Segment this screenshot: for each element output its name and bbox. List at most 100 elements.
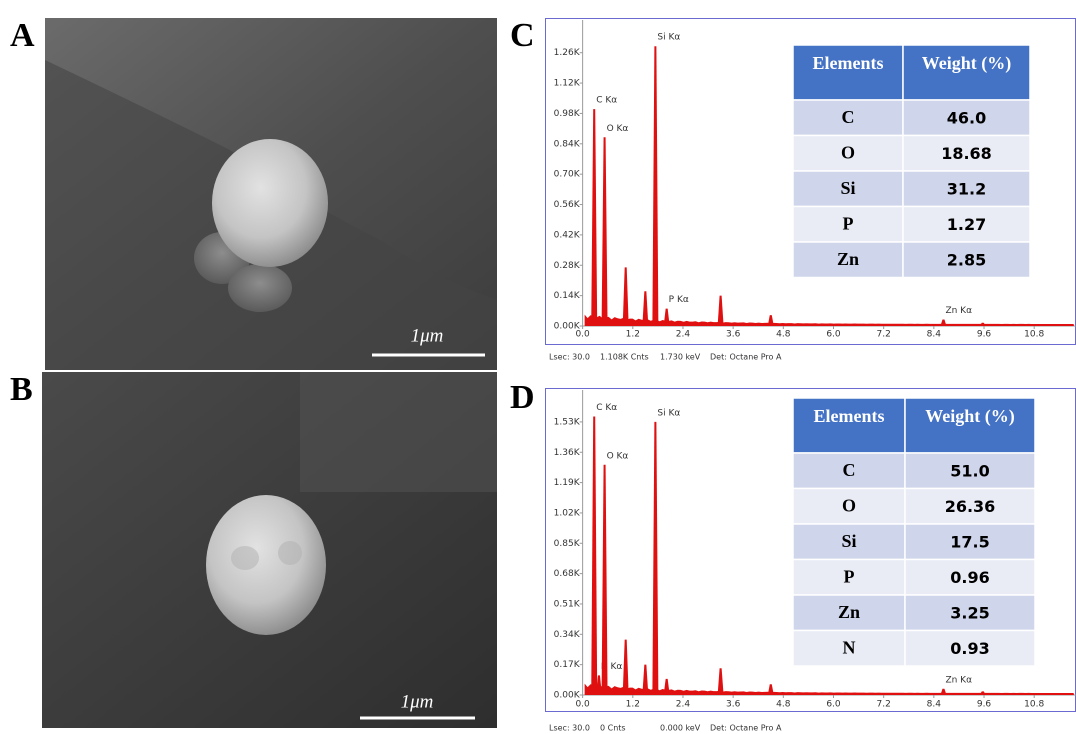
x-tick-label: 1.2: [626, 330, 640, 340]
y-tick-label: 0.56K: [554, 200, 581, 210]
element-name: C: [842, 107, 855, 127]
x-tick-label: 3.6: [726, 330, 741, 340]
footer-text: Det: Octane Pro A: [710, 724, 782, 733]
element-name: O: [842, 495, 856, 515]
table-header: Weight (%): [922, 53, 1012, 74]
panel-label: B: [10, 371, 33, 408]
element-name: O: [841, 142, 855, 162]
peak-label: Zn Kα: [945, 675, 972, 685]
y-tick-label: 1.53K: [554, 417, 581, 427]
y-tick-label: 0.85K: [554, 539, 581, 549]
scale-label: 1μm: [411, 325, 444, 346]
element-name: C: [843, 460, 856, 480]
weight-value: 0.93: [950, 639, 989, 658]
y-tick-label: 0.84K: [554, 139, 581, 149]
weight-value: 2.85: [947, 250, 986, 269]
sem-image-a: 1μm A: [10, 17, 497, 370]
y-tick-label: 0.28K: [554, 261, 581, 271]
element-name: P: [844, 566, 855, 586]
particle-texture: [231, 546, 259, 570]
weight-value: 26.36: [945, 497, 996, 516]
y-tick-label: 0.34K: [554, 630, 581, 640]
y-tick-label: 0.51K: [554, 599, 581, 609]
weight-value: 1.27: [947, 215, 986, 234]
y-tick-label: 1.19K: [554, 478, 581, 488]
x-tick-label: 9.6: [977, 700, 992, 710]
weight-value: 46.0: [947, 108, 986, 127]
composition-table: Elements Weight (%) C 46.0 O 18.68 Si 31.2 P 1.27…: [793, 45, 1030, 278]
eds-spectrum: 0.00K0.14K0.28K0.42K0.56K0.70K0.84K0.98K…: [510, 17, 1076, 362]
sem-image-b: 1μm B: [10, 371, 497, 728]
particle-texture: [278, 541, 302, 565]
footer-text: 0 Cnts: [600, 724, 626, 733]
figure: 1μm A 1μm B 0.00K0.14K0.28K0.42K0.56K0.7…: [0, 0, 1076, 734]
page: { "images": [ {"label": "A", "scale_bar"…: [0, 0, 1076, 734]
weight-value: 51.0: [950, 461, 989, 480]
x-tick-label: 9.6: [977, 330, 992, 340]
footer-text: 1.108K Cnts: [600, 353, 649, 362]
peak-label: Si Kα: [657, 408, 680, 418]
y-tick-label: 1.02K: [554, 508, 581, 518]
footer-text: 1.730 keV: [660, 353, 701, 362]
weight-value: 0.96: [950, 568, 989, 587]
element-name: Zn: [837, 249, 859, 269]
peak-label: Zn Kα: [945, 306, 972, 316]
x-tick-label: 2.4: [676, 700, 691, 710]
particle-shadow: [228, 264, 292, 312]
panel-label: D: [510, 379, 535, 416]
x-tick-label: 8.4: [927, 700, 942, 710]
y-tick-label: 1.36K: [554, 448, 581, 458]
peak-label: O Kα: [607, 451, 629, 461]
weight-value: 18.68: [941, 144, 992, 163]
y-tick-label: 0.17K: [554, 660, 581, 670]
panel-label: C: [510, 17, 535, 54]
x-tick-label: 4.8: [776, 330, 791, 340]
x-tick-label: 10.8: [1024, 700, 1044, 710]
y-tick-label: 0.14K: [554, 291, 581, 301]
weight-value: 31.2: [947, 179, 986, 198]
y-tick-label: 0.98K: [554, 109, 581, 119]
panel-label: A: [10, 17, 35, 54]
composition-table: Elements Weight (%) C 51.0 O 26.36 Si 17.5 P 0.96…: [793, 398, 1035, 666]
weight-value: 3.25: [950, 603, 989, 622]
element-name: P: [843, 213, 854, 233]
x-tick-label: 1.2: [626, 700, 640, 710]
element-name: Zn: [838, 602, 860, 622]
x-tick-label: 6.0: [826, 330, 841, 340]
table-header: Elements: [814, 406, 885, 426]
x-tick-label: 4.8: [776, 700, 791, 710]
footer-text: 0.000 keV: [660, 724, 701, 733]
x-tick-label: 3.6: [726, 700, 741, 710]
texture: [300, 372, 497, 492]
element-name: N: [843, 637, 856, 657]
x-tick-label: 6.0: [826, 700, 841, 710]
x-tick-label: 0.0: [575, 700, 590, 710]
y-tick-label: 0.70K: [554, 170, 581, 180]
particle: [212, 139, 328, 267]
y-tick-label: 1.26K: [554, 48, 581, 58]
footer-text: Lsec: 30.0: [549, 353, 590, 362]
y-tick-label: 0.68K: [554, 569, 581, 579]
element-name: Si: [840, 178, 855, 198]
peak-label: O Kα: [607, 124, 629, 134]
table-header: Elements: [813, 53, 884, 73]
footer-text: Lsec: 30.0: [549, 724, 590, 733]
x-tick-label: 8.4: [927, 330, 942, 340]
x-tick-label: 2.4: [676, 330, 691, 340]
table-header: Weight (%): [925, 406, 1015, 427]
y-tick-label: 1.12K: [554, 79, 581, 89]
element-name: Si: [841, 531, 856, 551]
scale-label: 1μm: [401, 691, 434, 712]
x-tick-label: 0.0: [575, 330, 590, 340]
y-tick-label: 0.42K: [554, 230, 581, 240]
x-tick-label: 7.2: [877, 330, 891, 340]
particle: [206, 495, 326, 635]
peak-label: C Kα: [596, 96, 617, 106]
eds-spectrum: 0.00K0.17K0.34K0.51K0.68K0.85K1.02K1.19K…: [510, 379, 1076, 733]
weight-value: 17.5: [950, 532, 989, 551]
peak-label: C Kα: [596, 403, 617, 413]
x-tick-label: 10.8: [1024, 330, 1044, 340]
peak-label: P Kα: [669, 295, 689, 305]
peak-label: Si Kα: [657, 33, 680, 43]
footer-text: Det: Octane Pro A: [710, 353, 782, 362]
